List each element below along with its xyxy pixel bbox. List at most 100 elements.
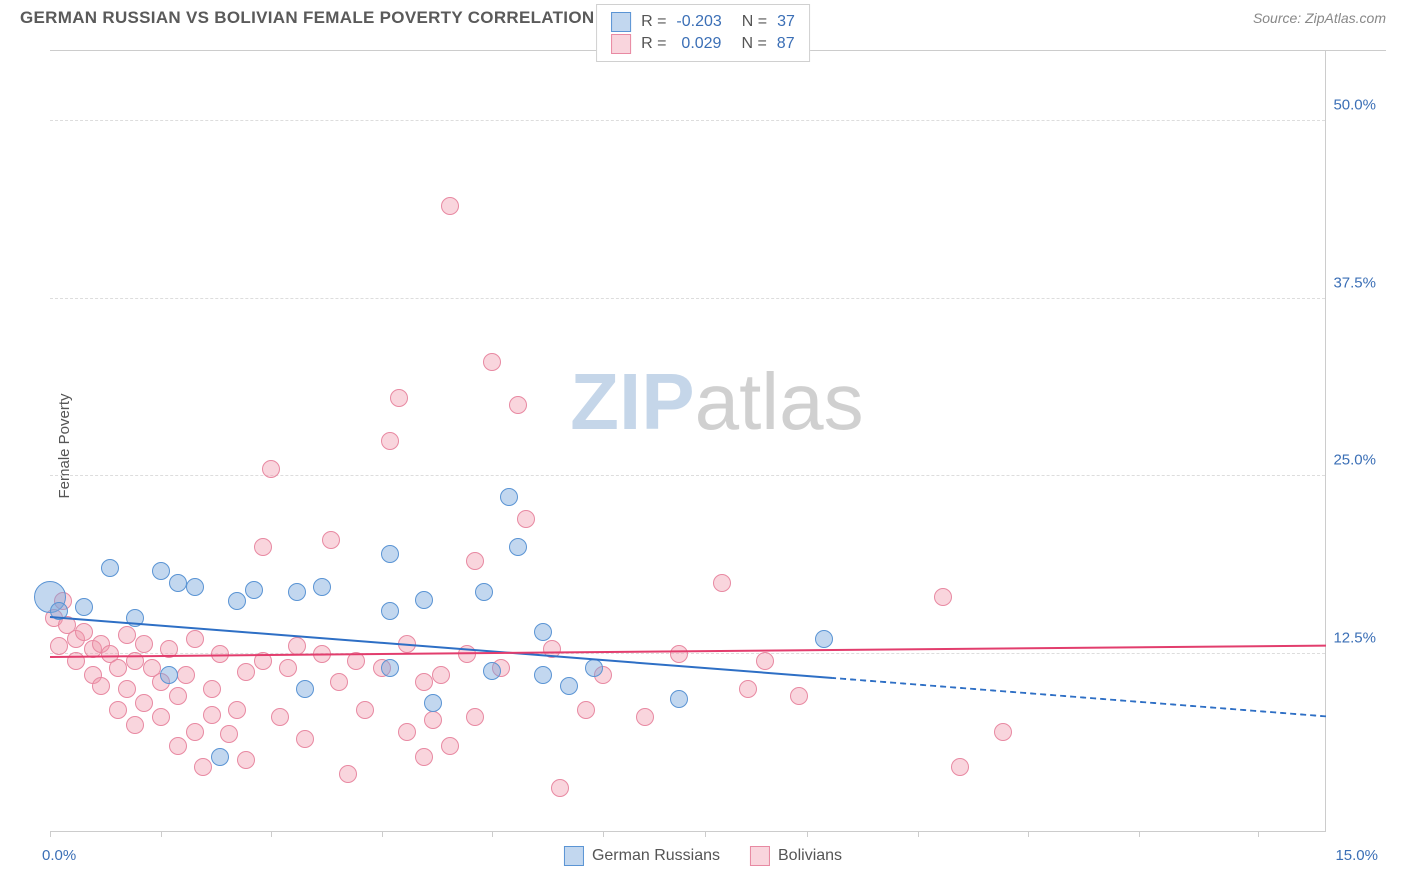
data-point <box>288 637 306 655</box>
data-point <box>177 666 195 684</box>
data-point <box>415 748 433 766</box>
chart-title: GERMAN RUSSIAN VS BOLIVIAN FEMALE POVERT… <box>20 8 660 28</box>
data-point <box>296 680 314 698</box>
data-point <box>194 758 212 776</box>
data-point <box>994 723 1012 741</box>
data-point <box>296 730 314 748</box>
data-point <box>534 666 552 684</box>
data-point <box>441 197 459 215</box>
data-point <box>135 694 153 712</box>
data-point <box>237 663 255 681</box>
chart-area: ZIPatlas 12.5%25.0%37.5%50.0% <box>50 50 1386 832</box>
watermark-zip: ZIP <box>570 357 694 446</box>
data-point <box>186 578 204 596</box>
data-point <box>203 680 221 698</box>
legend-top-blue: R = -0.203 N = 37 <box>611 11 795 33</box>
data-point <box>509 538 527 556</box>
legend-item-blue: German Russians <box>564 846 720 866</box>
data-point <box>245 581 263 599</box>
data-point <box>577 701 595 719</box>
data-point <box>381 602 399 620</box>
r-value-pink: 0.029 <box>681 35 721 53</box>
data-point <box>271 708 289 726</box>
data-point <box>313 578 331 596</box>
ytick-label: 37.5% <box>1333 274 1376 291</box>
data-point <box>466 552 484 570</box>
data-point <box>228 701 246 719</box>
r-label: R = <box>641 35 666 53</box>
n-label: N = <box>741 35 766 53</box>
data-point <box>262 460 280 478</box>
n-value-pink: 87 <box>777 35 795 53</box>
data-point <box>381 659 399 677</box>
data-point <box>152 708 170 726</box>
data-point <box>203 706 221 724</box>
ytick-label: 12.5% <box>1333 629 1376 646</box>
n-value-blue: 37 <box>777 13 795 31</box>
r-value-blue: -0.203 <box>676 13 721 31</box>
watermark: ZIPatlas <box>570 356 863 448</box>
data-point <box>279 659 297 677</box>
r-label: R = <box>641 13 666 31</box>
data-point <box>160 666 178 684</box>
data-point <box>109 659 127 677</box>
xtick-label: 0.0% <box>42 847 76 864</box>
data-point <box>483 353 501 371</box>
chart-source: Source: ZipAtlas.com <box>1253 10 1386 26</box>
data-point <box>75 598 93 616</box>
plot-region: ZIPatlas <box>50 51 1326 832</box>
data-point <box>381 432 399 450</box>
swatch-pink-icon <box>750 846 770 866</box>
data-point <box>92 677 110 695</box>
xtick-label: 15.0% <box>1335 847 1378 864</box>
data-point <box>211 748 229 766</box>
data-point <box>322 531 340 549</box>
data-point <box>670 645 688 663</box>
data-point <box>169 737 187 755</box>
data-point <box>534 623 552 641</box>
data-point <box>475 583 493 601</box>
legend-blue-label: German Russians <box>592 847 720 865</box>
data-point <box>483 662 501 680</box>
data-point <box>356 701 374 719</box>
data-point <box>500 488 518 506</box>
ytick-label: 50.0% <box>1333 97 1376 114</box>
data-point <box>424 694 442 712</box>
data-point <box>118 626 136 644</box>
data-point <box>560 677 578 695</box>
data-point <box>415 591 433 609</box>
swatch-blue-icon <box>564 846 584 866</box>
data-point <box>50 637 68 655</box>
data-point <box>585 659 603 677</box>
data-point <box>517 510 535 528</box>
data-point <box>152 562 170 580</box>
data-point <box>756 652 774 670</box>
legend-top: R = -0.203 N = 37 R = 0.029 N = 87 <box>596 4 810 62</box>
data-point <box>186 630 204 648</box>
data-point <box>135 635 153 653</box>
legend-item-pink: Bolivians <box>750 846 842 866</box>
data-point <box>432 666 450 684</box>
data-point <box>118 680 136 698</box>
data-point <box>169 687 187 705</box>
data-point <box>424 711 442 729</box>
data-point <box>551 779 569 797</box>
watermark-atlas: atlas <box>695 357 864 446</box>
swatch-pink-icon <box>611 34 631 54</box>
data-point <box>509 396 527 414</box>
data-point <box>713 574 731 592</box>
data-point <box>815 630 833 648</box>
legend-bottom: German Russians Bolivians <box>564 846 842 866</box>
data-point <box>186 723 204 741</box>
data-point <box>237 751 255 769</box>
data-point <box>330 673 348 691</box>
data-point <box>220 725 238 743</box>
legend-pink-label: Bolivians <box>778 847 842 865</box>
data-point <box>390 389 408 407</box>
data-point <box>101 559 119 577</box>
data-point <box>169 574 187 592</box>
swatch-blue-icon <box>611 12 631 32</box>
data-point <box>636 708 654 726</box>
data-point <box>934 588 952 606</box>
data-point <box>126 716 144 734</box>
